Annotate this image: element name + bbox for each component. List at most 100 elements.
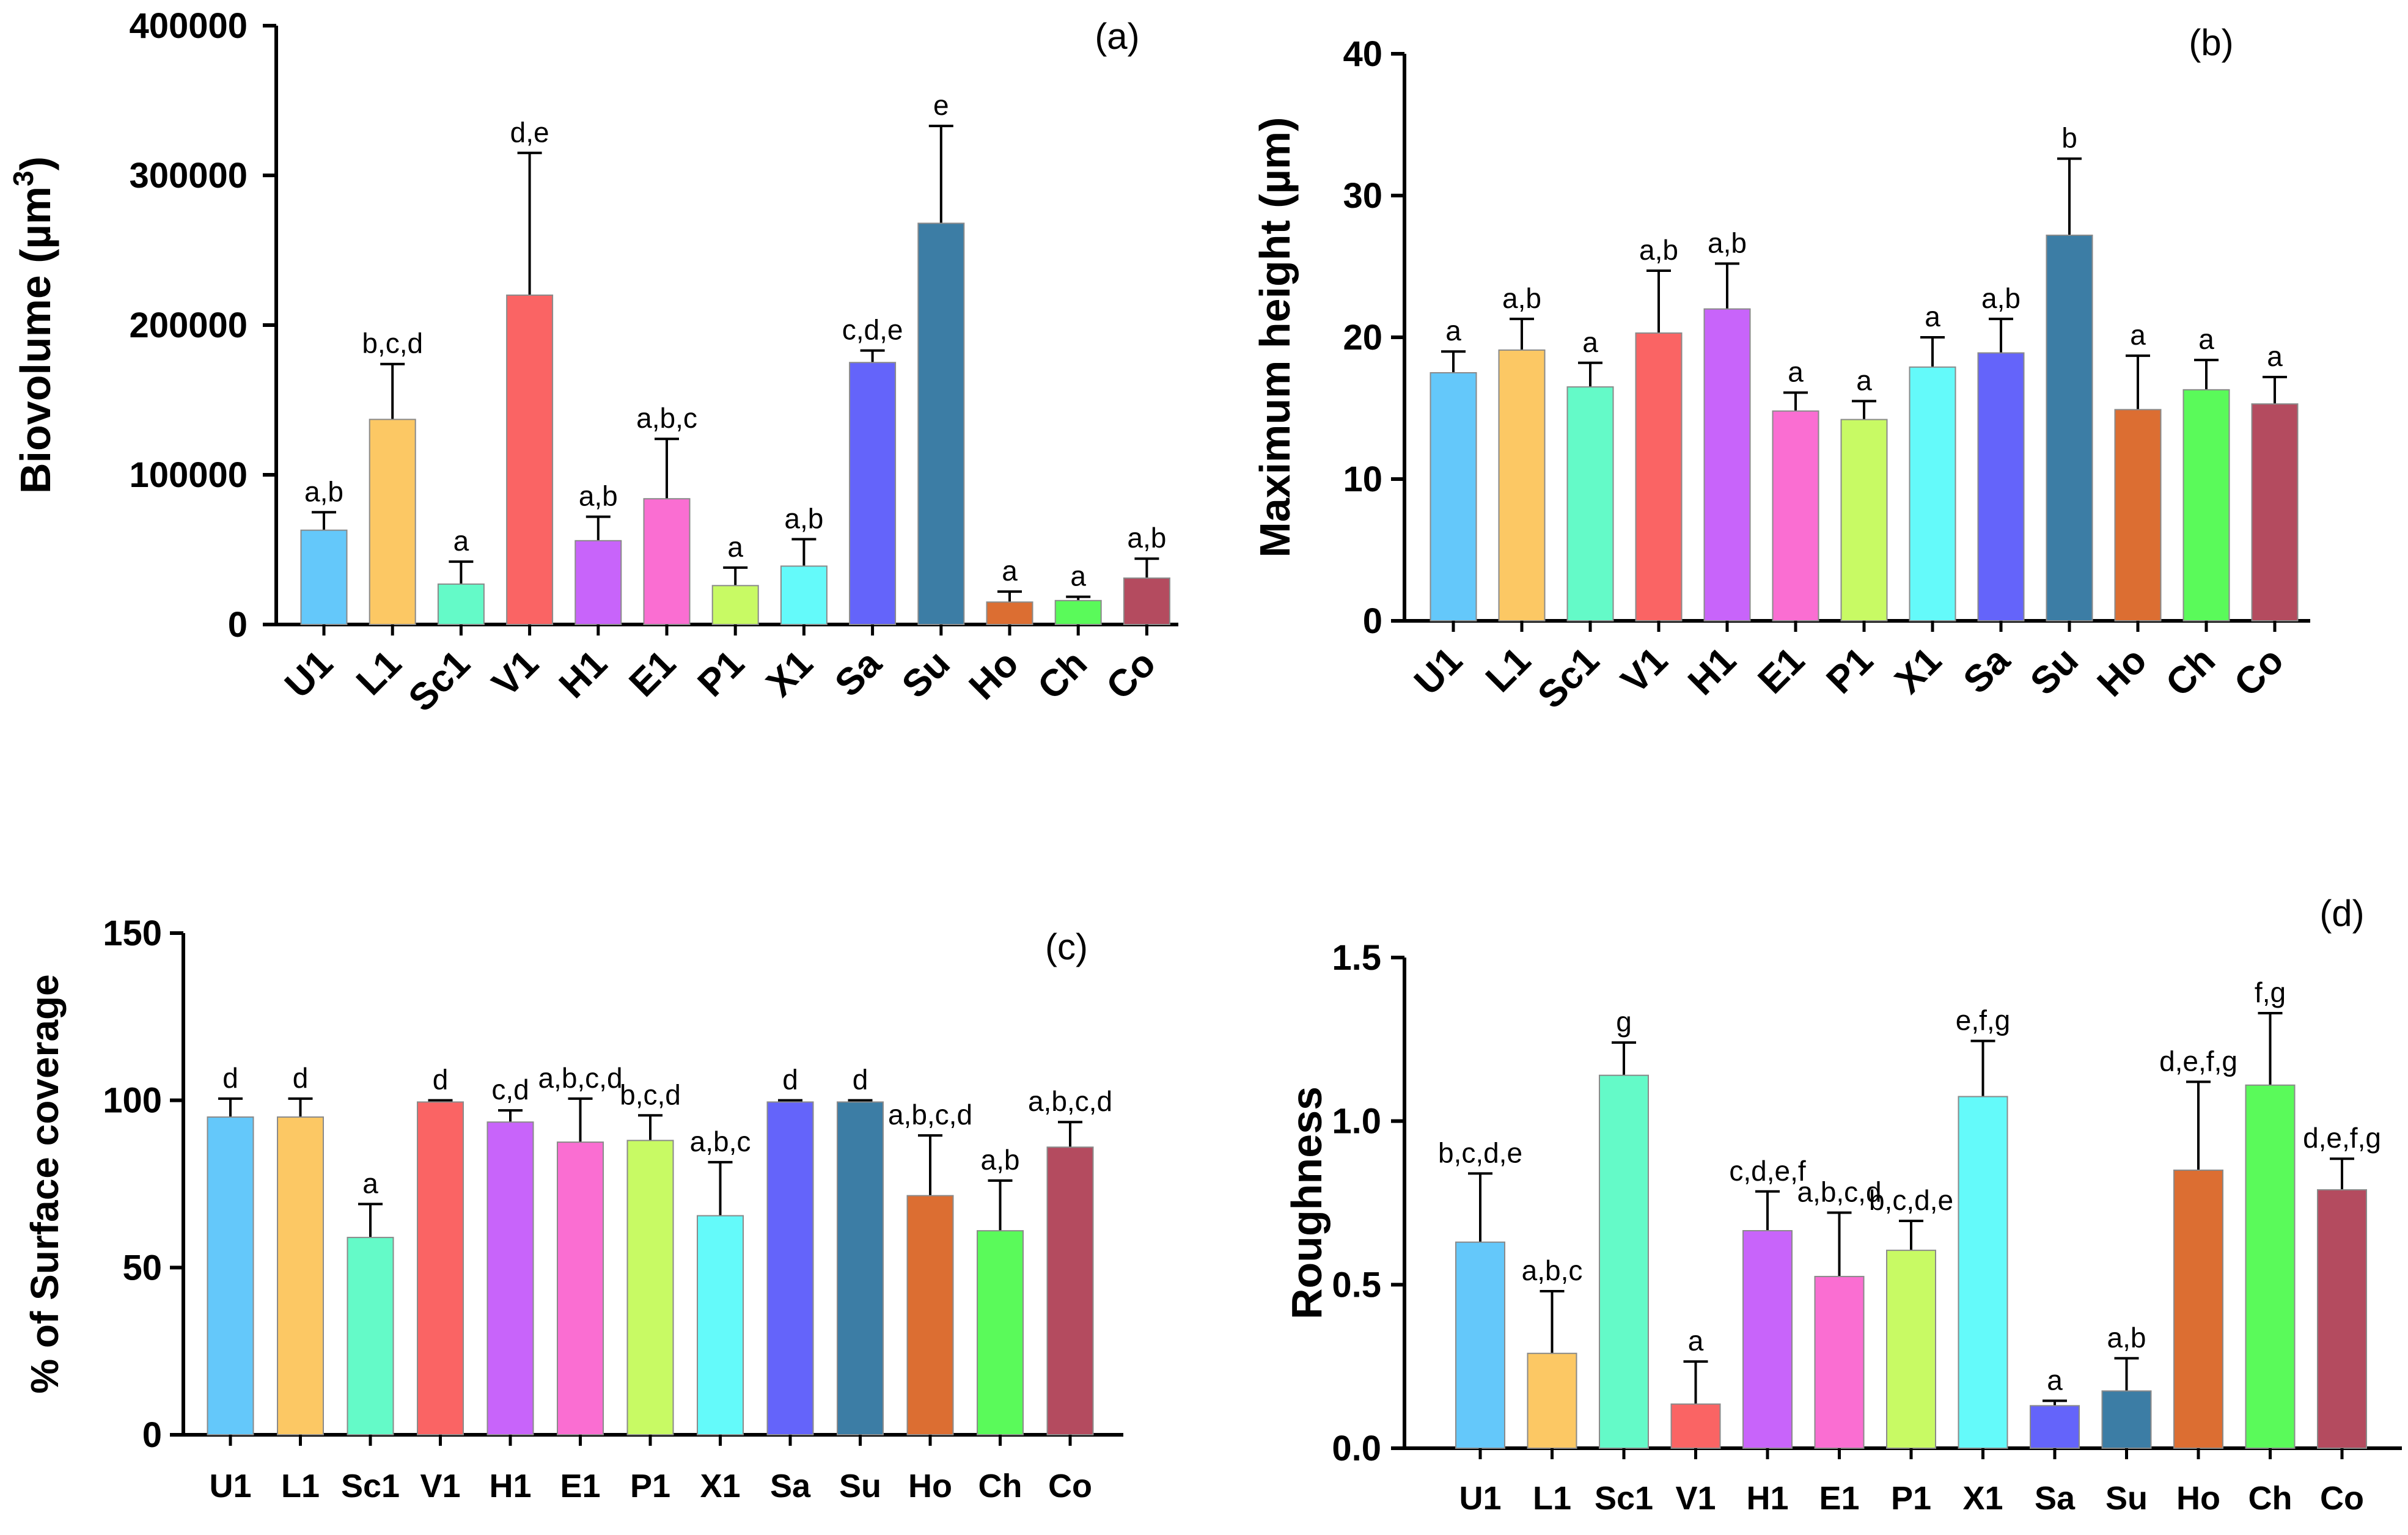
- bar-group-Ch: a Ch: [2158, 323, 2230, 705]
- bar-group-X1: e,f,g X1: [1956, 1005, 2011, 1517]
- bar-group-E1: a,b,c,d E1: [538, 1062, 622, 1504]
- x-tick-label: Sc1: [341, 1468, 400, 1504]
- x-tick-label: Sa: [827, 642, 890, 705]
- bar-group-V1: a,b V1: [1613, 234, 1683, 702]
- bar-group-Co: a,b,c,d Co: [1028, 1085, 1112, 1504]
- bar-X1: [780, 565, 828, 626]
- bar-P1: [1886, 1250, 1936, 1449]
- x-tick-label: P1: [1891, 1480, 1931, 1517]
- bar-E1: [643, 498, 691, 626]
- bar-group-U1: b,c,d,e U1: [1438, 1137, 1522, 1517]
- bar-L1: [1498, 349, 1546, 621]
- bar-group-H1: c,d H1: [486, 1074, 534, 1504]
- bar-Ch: [977, 1230, 1024, 1436]
- significance-label: b,c,d,e: [1869, 1184, 1953, 1216]
- bar-group-Su: b Su: [2022, 122, 2093, 703]
- x-tick-label: Sa: [2035, 1480, 2076, 1517]
- bar-group-Sa: a Sa: [2030, 1364, 2080, 1517]
- x-tick-label: H1: [551, 642, 615, 706]
- y-axis-title: Maximum height (µm): [1251, 117, 1299, 558]
- bar-group-L1: d L1: [277, 1062, 324, 1504]
- significance-label: a,b,c,d: [538, 1062, 622, 1094]
- bar-group-V1: d V1: [417, 1064, 464, 1504]
- x-tick-label: X1: [1962, 1480, 2003, 1517]
- y-axis-title-main: Biovolume (µm: [12, 186, 59, 494]
- y-tick-label: 400000: [129, 6, 248, 46]
- bar-group-Co: d,e,f,g Co: [2303, 1122, 2381, 1517]
- x-tick-label: Ch: [2248, 1480, 2292, 1517]
- y-axis-title: % of Surface coverage: [23, 974, 67, 1394]
- bar-X1: [697, 1215, 744, 1436]
- x-tick-label: Ch: [1030, 642, 1095, 708]
- bar-Ch: [2182, 389, 2230, 622]
- significance-label: f,g: [2255, 976, 2286, 1008]
- bar-U1: [300, 529, 348, 626]
- x-tick-label: Ch: [2158, 639, 2223, 705]
- x-tick-label: Co: [2320, 1480, 2364, 1517]
- bar-Su: [917, 222, 965, 625]
- significance-label: a,b: [1708, 227, 1747, 258]
- x-tick-label: X1: [758, 642, 821, 705]
- significance-label: a,b: [1981, 282, 2021, 314]
- x-tick-label: Sc1: [1530, 639, 1607, 717]
- x-tick-label: Ho: [908, 1468, 952, 1504]
- y-tick-label: 40: [1343, 34, 1382, 74]
- bar-X1: [1909, 366, 1956, 621]
- bar-group-V1: a V1: [1670, 1325, 1721, 1517]
- x-tick-label: U1: [277, 642, 341, 706]
- significance-label: a,b,c: [636, 402, 697, 434]
- significance-label: a,b: [304, 475, 343, 507]
- bar-group-Ch: a Ch: [1030, 560, 1102, 708]
- significance-label: g: [1616, 1006, 1632, 1038]
- bar-Sc1: [1566, 386, 1614, 621]
- y-axis-title-end: ): [12, 156, 59, 170]
- x-tick-label: P1: [630, 1468, 670, 1504]
- bar-Sa: [2030, 1405, 2080, 1449]
- bar-group-Ho: a Ho: [2090, 319, 2162, 705]
- bar-H1: [1703, 308, 1751, 621]
- bar-Su: [2101, 1390, 2152, 1449]
- significance-label: d,e,f,g: [2303, 1122, 2381, 1154]
- significance-label: a,b,c,d: [1797, 1176, 1881, 1208]
- x-tick-label: Ch: [978, 1468, 1022, 1504]
- significance-label: b,c,d: [620, 1079, 681, 1110]
- bar-group-H1: a,b H1: [551, 480, 622, 706]
- bar-U1: [207, 1116, 254, 1435]
- significance-label: a: [727, 531, 743, 563]
- bar-Sc1: [1599, 1074, 1649, 1449]
- bar-group-L1: a,b,c L1: [1522, 1255, 1583, 1517]
- x-tick-label: X1: [1887, 639, 1949, 702]
- y-tick-label: 0.5: [1332, 1265, 1381, 1305]
- significance-label: a,b: [2107, 1322, 2146, 1354]
- significance-label: a: [1925, 301, 1940, 332]
- x-tick-label: Su: [839, 1468, 881, 1504]
- bar-group-U1: d U1: [207, 1062, 254, 1504]
- significance-label: b: [2061, 122, 2077, 154]
- y-tick-label: 200000: [129, 306, 248, 345]
- bar-Ch: [1054, 599, 1102, 625]
- bar-U1: [1430, 372, 1477, 621]
- bar-group-Co: a Co: [2226, 340, 2299, 705]
- significance-label: a,b,c,d: [888, 1099, 972, 1130]
- significance-label: b,c,d: [362, 328, 423, 359]
- significance-label: a,b: [784, 502, 823, 534]
- y-axis-title-sup: 3: [7, 170, 39, 186]
- bar-group-L1: b,c,d L1: [348, 328, 423, 703]
- significance-label: e,f,g: [1956, 1005, 2011, 1036]
- x-tick-label: U1: [209, 1468, 251, 1504]
- significance-label: d: [293, 1062, 309, 1094]
- bar-Sa: [1977, 352, 2025, 622]
- y-tick-label: 0: [1363, 601, 1382, 641]
- significance-label: a: [1788, 356, 1804, 387]
- y-tick-label: 150: [103, 914, 162, 953]
- x-tick-label: P1: [690, 642, 752, 705]
- bar-group-Ho: a,b,c,d Ho: [888, 1099, 972, 1504]
- bar-group-Sa: d Sa: [766, 1064, 814, 1504]
- bar-Co: [1046, 1146, 1094, 1435]
- bar-Sa: [849, 362, 897, 625]
- significance-label: a: [1856, 364, 1872, 396]
- bar-Ho: [2114, 409, 2162, 621]
- x-tick-label: Sc1: [1595, 1480, 1653, 1517]
- significance-label: c,d,e: [842, 314, 903, 346]
